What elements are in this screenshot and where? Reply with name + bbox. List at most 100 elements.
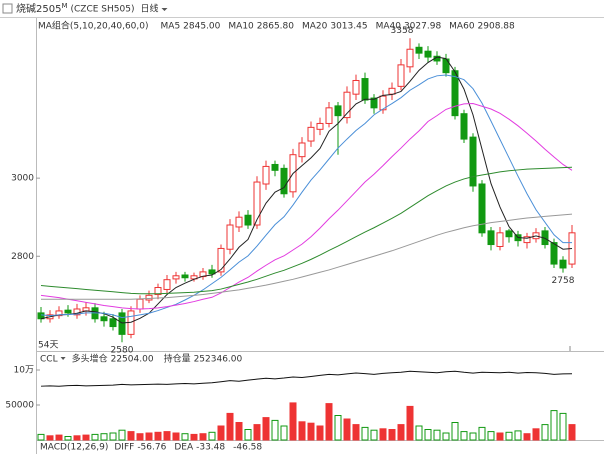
volume-bar (271, 419, 279, 441)
candle-body (460, 113, 468, 140)
candle-body (235, 216, 243, 228)
volume-bar (91, 433, 99, 441)
header-text: 2865.80 (257, 22, 294, 32)
volume-bar (217, 425, 225, 441)
candle-body (271, 163, 279, 171)
header-text: CCL (40, 355, 58, 365)
volume-bar (451, 422, 459, 441)
candle-body (388, 87, 396, 95)
volume-bar (73, 435, 81, 441)
candle-body (55, 310, 63, 317)
candle-body (523, 236, 531, 244)
header-text: -33.48 (196, 443, 225, 453)
candle-body (334, 105, 342, 117)
indicator-dropdown[interactable] (60, 357, 66, 360)
volume-bar (514, 430, 522, 441)
header-text: MA10 (228, 22, 254, 32)
symbol-icon[interactable] (2, 3, 13, 14)
volume-bar (145, 432, 153, 441)
header-text: 2908.88 (478, 22, 515, 32)
candle-body (298, 142, 306, 158)
volume-bar (532, 428, 540, 441)
volume-bar (343, 418, 351, 441)
header-text: -56.76 (137, 443, 166, 453)
volume-bar (244, 429, 252, 441)
volume-bar (82, 434, 90, 441)
candle-body (424, 50, 432, 58)
ma-line (40, 74, 572, 319)
volume-bar (199, 433, 207, 441)
candle-body (280, 167, 288, 195)
header-text: MA40 (376, 22, 402, 32)
volume-bar (208, 431, 216, 441)
volume-bar (559, 412, 567, 441)
volume-bar (469, 432, 477, 441)
candle-body (253, 181, 261, 226)
candle-body (379, 95, 387, 111)
candle-body (505, 230, 513, 238)
y-tick-label: 3000 (11, 174, 34, 184)
volume-bar (388, 429, 396, 441)
candle-body (109, 318, 117, 328)
volume-bar (136, 433, 144, 441)
candle-body (559, 259, 567, 269)
candle-body (244, 214, 252, 226)
ma-line (40, 166, 573, 295)
candle-body (487, 230, 495, 246)
period-dropdown[interactable] (161, 8, 168, 11)
header-text: MACD(12,26,9) (40, 443, 108, 453)
candle-body (163, 279, 171, 290)
volume-bar (127, 431, 135, 441)
candle-body (217, 247, 225, 273)
volume-bar (325, 403, 333, 441)
volume-bar (289, 402, 297, 441)
volume-bar (424, 429, 432, 441)
volume-bar (307, 422, 315, 441)
y-tick-label: 10万 (14, 366, 34, 376)
candle-body (469, 136, 477, 187)
y-tick-label: 50000 (5, 401, 34, 411)
volume-bar (478, 426, 486, 441)
candle-body (154, 287, 162, 296)
candle-body (73, 308, 81, 316)
volume-bar (397, 424, 405, 441)
min-label: 2758 (552, 276, 575, 286)
volume-bar (460, 431, 468, 441)
header-text: MA5 (161, 22, 181, 32)
volume-bar (37, 433, 45, 441)
volume-bar (154, 431, 162, 441)
ma-line (40, 56, 573, 324)
volume-bar (226, 412, 234, 441)
volume-bar (64, 436, 72, 441)
header-text: 日线 (140, 3, 158, 15)
candle-body (307, 126, 315, 142)
candle-body (451, 70, 459, 117)
volume-bar (190, 433, 198, 441)
header-text: (CZCE SH505) (71, 5, 135, 15)
ma-line (40, 103, 573, 310)
volume-bar (433, 429, 441, 441)
candle-body (478, 183, 486, 234)
candle-body (64, 309, 72, 314)
header-text: MA组合(5,10,20,40,60,0) (38, 20, 149, 32)
candle-body (496, 232, 504, 247)
ma-line (41, 213, 573, 300)
volume-bar (181, 433, 189, 441)
volume-bar (298, 421, 306, 441)
header-text: DIFF (114, 443, 134, 453)
header-text: M (61, 2, 67, 10)
volume-bar (523, 433, 531, 441)
max-label: 3358 (391, 26, 414, 36)
header-text: MA20 (302, 22, 328, 32)
volume-bar (172, 432, 180, 441)
candle-body (361, 78, 369, 101)
candle-body (415, 46, 423, 54)
volume-bar (352, 424, 360, 441)
header-text: 22504.00 (111, 355, 154, 365)
candle-body (118, 312, 126, 335)
header-text: 3027.98 (404, 22, 441, 32)
period-count: 54天 (38, 341, 58, 351)
header-text: DEA (174, 443, 194, 453)
